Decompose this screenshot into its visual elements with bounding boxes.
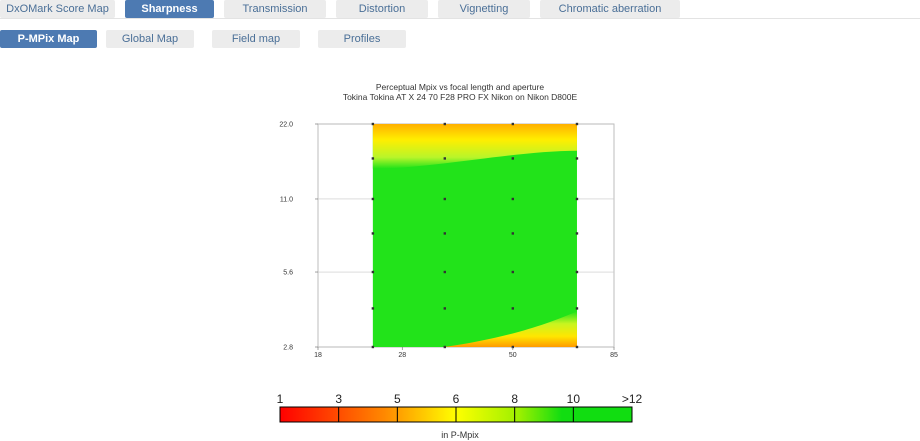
tab-global-map[interactable]: Global Map — [106, 30, 194, 48]
sample-point — [443, 122, 447, 126]
legend-label: 10 — [567, 392, 581, 406]
sample-point — [575, 197, 579, 201]
tab-dxomark-score-map[interactable]: DxOMark Score Map — [0, 0, 115, 18]
tab-chromatic-aberration[interactable]: Chromatic aberration — [540, 0, 680, 18]
sample-point — [371, 270, 375, 274]
legend-label: 3 — [335, 392, 342, 406]
tab-transmission[interactable]: Transmission — [224, 0, 326, 18]
sample-point — [511, 157, 515, 160]
y-tick-label: 22.0 — [279, 122, 293, 129]
x-tick-label: 50 — [509, 352, 517, 359]
sample-point — [511, 270, 515, 274]
y-tick-label: 5.6 — [283, 270, 293, 277]
sample-point — [443, 345, 447, 349]
main-tab-bar: DxOMark Score Map Sharpness Transmission… — [0, 0, 920, 19]
sample-point — [371, 307, 375, 310]
tab-profiles[interactable]: Profiles — [318, 30, 406, 48]
sample-point — [371, 345, 375, 349]
chart-subtitle: Tokina Tokina AT X 24 70 F28 PRO FX Niko… — [342, 92, 578, 102]
sample-point — [371, 232, 375, 235]
sample-point — [511, 122, 515, 126]
y-tick-label: 2.8 — [283, 345, 293, 352]
tab-sharpness[interactable]: Sharpness — [125, 0, 214, 18]
legend-label: >12 — [622, 392, 643, 406]
sub-tab-bar: P-MPix Map Global Map Field map Profiles — [0, 30, 424, 48]
sample-point — [511, 307, 515, 310]
sample-point — [443, 197, 447, 201]
x-tick-label: 85 — [610, 352, 618, 359]
legend-label: 1 — [277, 392, 284, 406]
heatmap-bottom-band — [444, 311, 577, 347]
y-tick-label: 11.0 — [280, 196, 293, 203]
sample-point — [443, 307, 447, 310]
sample-point — [443, 232, 447, 235]
sample-point — [371, 197, 375, 201]
legend-label: 6 — [453, 392, 460, 406]
tab-distortion[interactable]: Distortion — [336, 0, 428, 18]
sample-point — [575, 345, 579, 349]
sample-point — [575, 232, 579, 235]
sample-point — [575, 122, 579, 126]
sample-point — [371, 157, 375, 160]
tab-field-map[interactable]: Field map — [212, 30, 300, 48]
sample-point — [443, 157, 447, 160]
sample-point — [511, 197, 515, 201]
sample-point — [511, 232, 515, 235]
sample-point — [371, 122, 375, 126]
sample-point — [575, 307, 579, 310]
sample-point — [575, 270, 579, 274]
x-tick-label: 18 — [314, 352, 322, 359]
tab-p-mpix-map[interactable]: P-MPix Map — [0, 30, 97, 48]
sample-point — [443, 270, 447, 274]
sample-point — [575, 157, 579, 160]
legend-label: 5 — [394, 392, 401, 406]
tab-vignetting[interactable]: Vignetting — [438, 0, 530, 18]
x-tick-label: 28 — [398, 352, 406, 359]
heatmap-top-band — [372, 124, 577, 169]
chart-title: Perceptual Mpix vs focal length and aper… — [375, 82, 545, 92]
legend-label: 8 — [511, 392, 518, 406]
legend-unit-label: in P-Mpix — [441, 430, 479, 440]
